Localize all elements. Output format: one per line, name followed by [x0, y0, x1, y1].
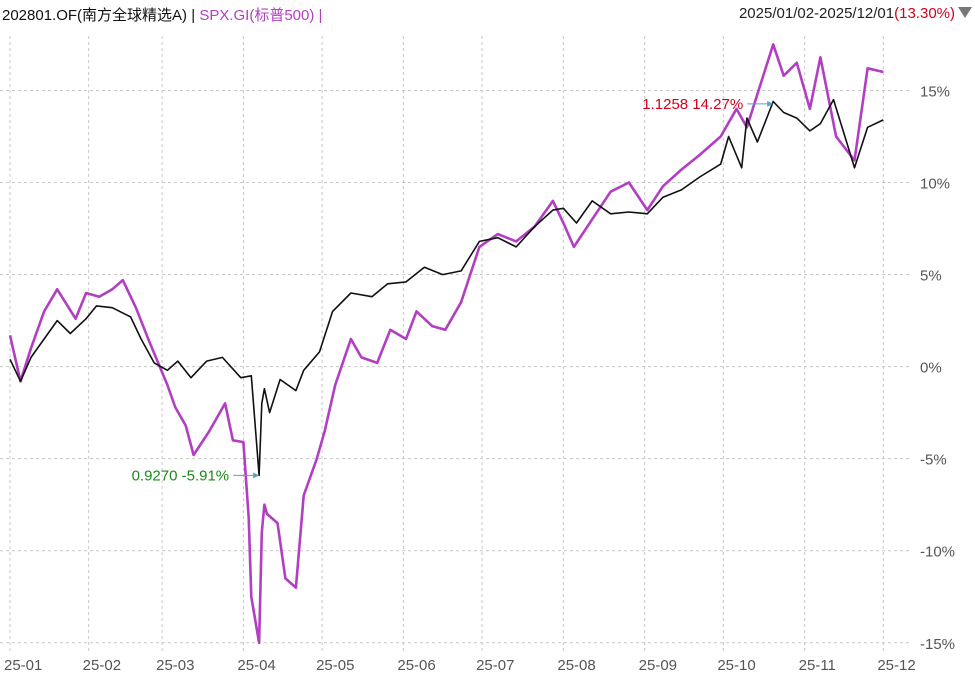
x-tick-label: 25-03 — [156, 657, 194, 674]
y-tick-label: -15% — [920, 636, 955, 653]
annotations: 1.1258 14.27% 0.9270 -5.91% — [132, 96, 774, 484]
x-axis-ticks: 25-01 25-02 25-03 25-04 25-05 25-06 25-07 25-08… — [4, 657, 916, 674]
y-axis-ticks: 15% 10% 5% 0% -5% -10% -15% — [920, 83, 955, 652]
chart-header: 202801.OF(南方全球精选A) | SPX.GI(标普500) | 202… — [0, 0, 975, 26]
legend-separator-2: | — [318, 7, 323, 24]
legend-fund-label[interactable]: 202801.OF(南方全球精选A) — [2, 7, 188, 24]
x-tick-label: 25-09 — [639, 657, 677, 674]
y-tick-label: 0% — [920, 360, 942, 377]
annotation-arrow-head — [767, 100, 774, 107]
y-tick-label: -10% — [920, 544, 955, 561]
range-return-value: (13.30%) — [894, 5, 955, 22]
x-tick-label: 25-06 — [397, 657, 435, 674]
triangle-down-icon[interactable] — [958, 7, 972, 18]
x-tick-label: 25-05 — [316, 657, 354, 674]
grid-lines — [0, 36, 910, 652]
x-tick-label: 25-10 — [717, 657, 755, 674]
x-tick-label: 25-02 — [83, 657, 121, 674]
date-range-text: 2025/01/02-2025/12/01 — [738, 5, 895, 22]
x-tick-label: 25-11 — [799, 657, 836, 674]
x-tick-label: 25-04 — [237, 657, 275, 674]
series-lines — [8, 43, 884, 645]
legend-separator: | — [191, 7, 196, 24]
fund-series-line — [9, 98, 884, 477]
min-annotation-label: 0.9270 -5.91% — [132, 467, 230, 484]
y-tick-label: -5% — [920, 452, 947, 469]
y-tick-label: 15% — [920, 83, 950, 100]
date-range[interactable]: 2025/01/02-2025/12/01(13.30%) — [739, 5, 955, 22]
x-tick-label: 25-07 — [476, 657, 514, 674]
x-tick-label: 25-01 — [4, 657, 42, 674]
x-tick-label: 25-12 — [877, 657, 915, 674]
x-tick-label: 25-08 — [557, 657, 595, 674]
benchmark-series-line — [8, 43, 884, 645]
legend-benchmark-label[interactable]: SPX.GI(标普500) — [199, 7, 315, 24]
max-annotation-label: 1.1258 14.27% — [642, 96, 743, 113]
y-tick-label: 10% — [920, 176, 950, 193]
annotation-arrow-head — [253, 472, 260, 479]
legend: 202801.OF(南方全球精选A) | SPX.GI(标普500) | — [2, 4, 322, 25]
y-tick-label: 5% — [920, 268, 942, 285]
